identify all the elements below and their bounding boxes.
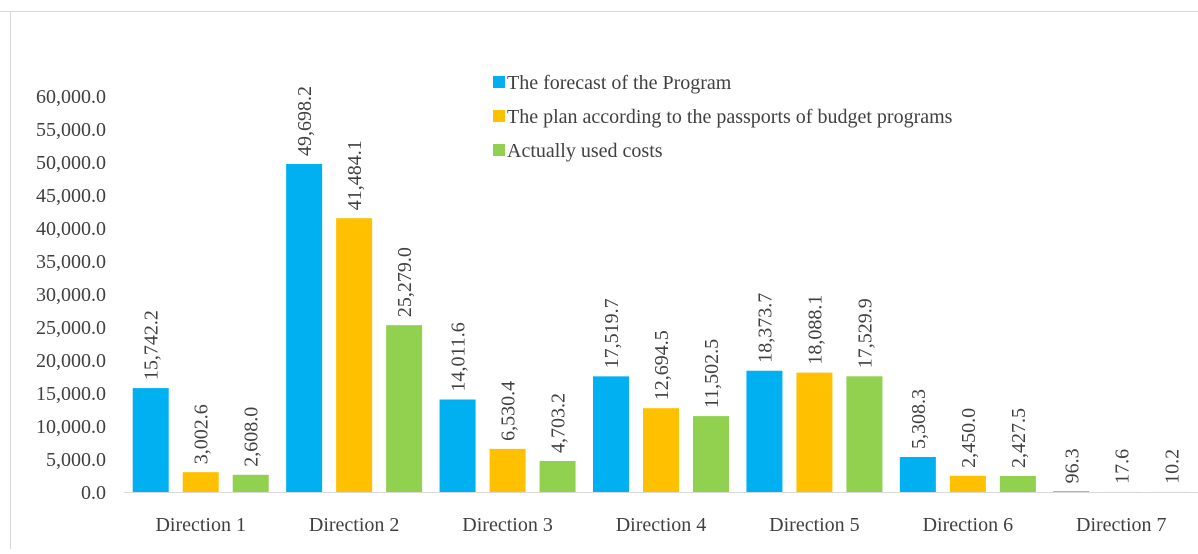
bar — [489, 448, 526, 492]
x-tick-label: Direction 7 — [1076, 514, 1167, 536]
bar — [593, 376, 629, 492]
legend-label: Actually used costs — [507, 140, 663, 162]
legend: The forecast of the Program The plan acco… — [493, 72, 953, 162]
y-tick-label: 20,000.0 — [36, 350, 106, 372]
y-tick-label: 5,000.0 — [46, 449, 106, 471]
y-axis: 0.0 5,000.0 10,000.0 15,000.0 20,000.0 25,000… — [36, 86, 106, 504]
bar — [1053, 491, 1090, 493]
y-tick-label: 50,000.0 — [36, 152, 106, 174]
legend-swatch — [493, 76, 505, 88]
bar-data-label: 10.2 — [1161, 449, 1183, 484]
legend-swatch — [493, 144, 505, 156]
y-tick-label: 25,000.0 — [36, 317, 106, 339]
bar-data-label: 14,011.6 — [448, 322, 470, 391]
bar-data-label: 4,703.2 — [548, 393, 570, 453]
x-tick-label: Direction 5 — [769, 514, 860, 536]
x-tick-label: Direction 2 — [309, 514, 400, 536]
bar-data-label: 18,373.7 — [754, 293, 776, 363]
bar — [232, 474, 269, 492]
x-tick-label: Direction 6 — [923, 514, 1014, 536]
y-tick-label: 30,000.0 — [36, 284, 106, 306]
bar — [182, 472, 219, 492]
bar-data-label: 2,450.0 — [958, 408, 980, 468]
bar — [899, 456, 936, 492]
bar-data-labels: 15,742.2 3,002.6 2,608.0 49,698.2 41,484.1 25… — [141, 86, 1184, 484]
y-tick-label: 0.0 — [81, 482, 106, 504]
y-tick-label: 45,000.0 — [36, 185, 106, 207]
y-tick-label: 15,000.0 — [36, 383, 106, 405]
bar-data-label: 15,742.2 — [141, 310, 163, 380]
bar — [539, 460, 576, 492]
legend-swatch — [493, 110, 505, 122]
bar-data-label: 25,279.0 — [394, 247, 416, 317]
bar-data-label: 3,002.6 — [191, 404, 213, 464]
y-tick-label: 60,000.0 — [36, 86, 106, 108]
bar-data-label: 96.3 — [1061, 448, 1083, 483]
bar — [386, 325, 423, 492]
bar — [949, 475, 986, 492]
bar-data-label: 2,427.5 — [1008, 408, 1030, 468]
y-tick-label: 40,000.0 — [36, 218, 106, 240]
bar-data-label: 17.6 — [1111, 449, 1133, 484]
bar-data-label: 17,519.7 — [601, 298, 623, 368]
bar-data-label: 41,484.1 — [344, 140, 366, 210]
bar — [846, 376, 883, 492]
bar — [999, 475, 1036, 492]
bar — [643, 408, 679, 492]
bar — [132, 388, 169, 492]
bar-data-label: 12,694.5 — [651, 330, 673, 400]
x-tick-label: Direction 4 — [616, 514, 707, 536]
bar — [439, 399, 476, 492]
y-tick-label: 55,000.0 — [36, 119, 106, 141]
bar — [796, 372, 833, 492]
legend-label: The forecast of the Program — [507, 72, 732, 94]
bar-data-label: 18,088.1 — [804, 295, 826, 365]
y-tick-label: 10,000.0 — [36, 416, 106, 438]
bar-data-label: 5,308.3 — [908, 389, 930, 449]
bars — [132, 163, 1190, 493]
x-tick-label: Direction 3 — [462, 514, 553, 536]
bar — [336, 218, 373, 492]
bar-data-label: 6,530.4 — [498, 381, 520, 441]
y-tick-label: 35,000.0 — [36, 251, 106, 273]
bar — [286, 163, 323, 492]
bar-data-label: 49,698.2 — [294, 86, 316, 156]
bar — [746, 370, 783, 492]
bar — [693, 416, 729, 492]
frame-border-left — [10, 11, 11, 549]
x-axis: Direction 1 Direction 2 Direction 3 Directi… — [155, 514, 1166, 536]
legend-label: The plan according to the passports of b… — [507, 106, 953, 128]
bar-data-label: 2,608.0 — [241, 407, 263, 467]
bar-data-label: 11,502.5 — [701, 339, 723, 408]
frame-border-top — [0, 11, 1198, 12]
x-tick-label: Direction 1 — [155, 514, 246, 536]
bar-data-label: 17,529.9 — [854, 298, 876, 368]
